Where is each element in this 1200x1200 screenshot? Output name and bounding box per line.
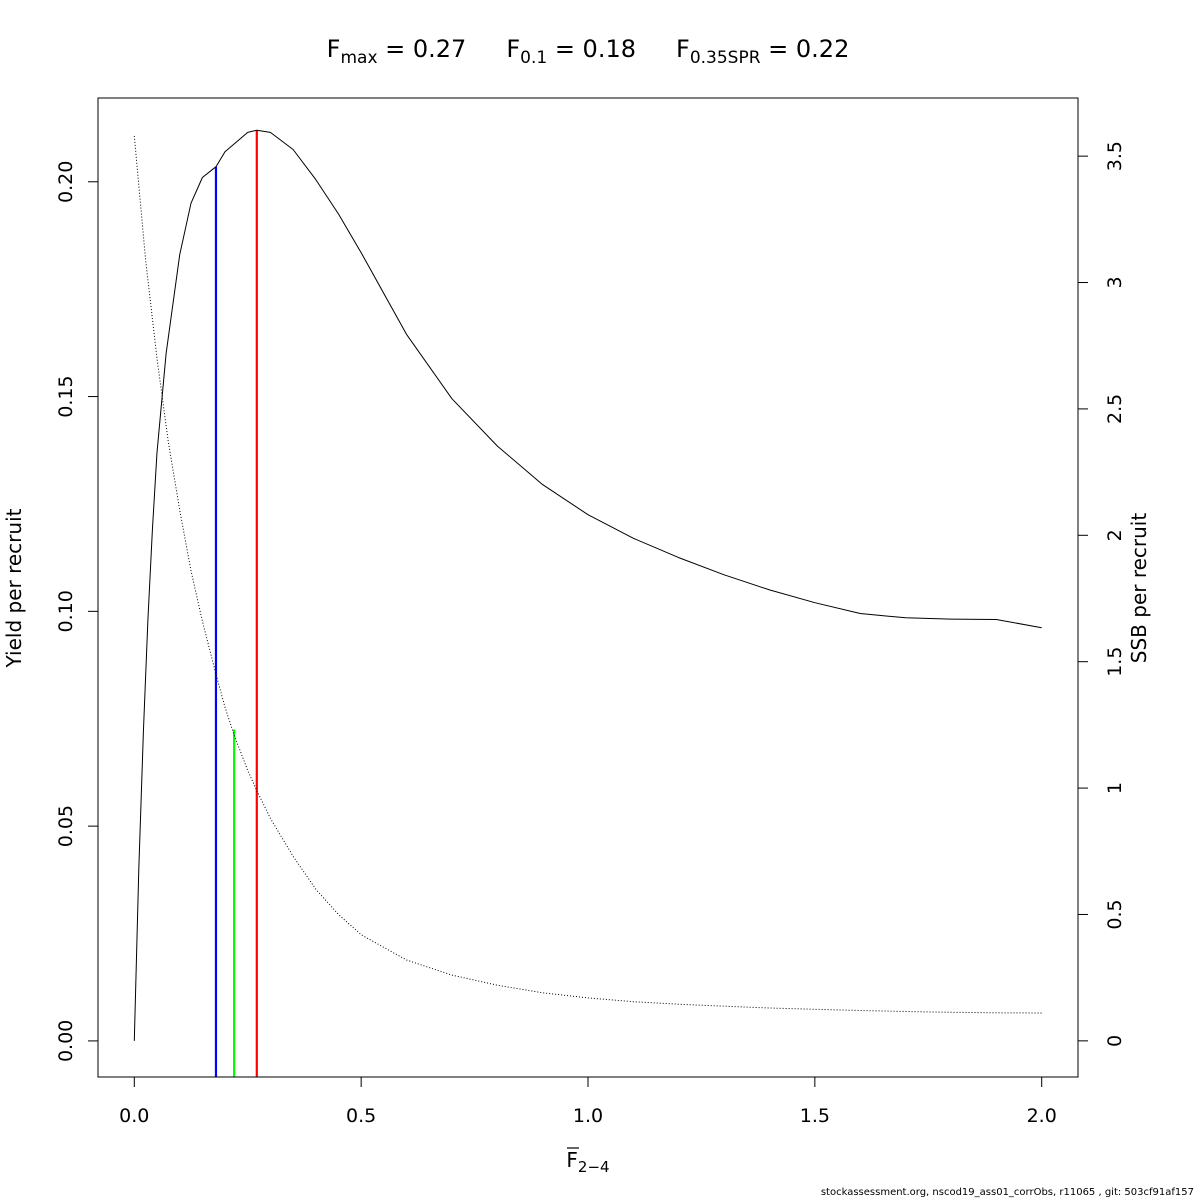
x-axis-label-sub: 2−4 <box>578 1158 610 1176</box>
footer-credit: stockassessment.org, nscod19_ass01_corrO… <box>820 1187 1194 1198</box>
plot-frame <box>97 97 1079 1078</box>
title-fmax-value: = 0.27 <box>378 35 467 63</box>
title-fspr-sub: 0.35SPR <box>690 48 761 68</box>
y2-tick-label-2: 1 <box>1104 782 1126 794</box>
yield-per-recruit-line <box>133 129 1042 1041</box>
y-axis-right: 0 0.5 1 1.5 2 2.5 3 3.5 <box>1078 141 1126 1047</box>
title-f01-value: = 0.18 <box>547 35 636 63</box>
y-tick-label-3: 0.15 <box>55 375 77 417</box>
y-tick-label-1: 0.05 <box>55 805 77 847</box>
x-tick-label-4: 2.0 <box>1027 1105 1057 1127</box>
chart-title: Fmax = 0.27 F0.1 = 0.18 F0.35SPR = 0.22 <box>327 35 850 68</box>
y2-tick-label-4: 2 <box>1104 529 1126 541</box>
x-tick-label-3: 1.5 <box>800 1105 830 1127</box>
y-tick-label-2: 0.10 <box>55 590 77 632</box>
y2-tick-label-5: 2.5 <box>1104 394 1126 424</box>
reference-lines <box>214 130 258 1077</box>
x-tick-label-0: 0.0 <box>119 1105 149 1127</box>
title-fmax-main: F <box>327 35 341 63</box>
ssb-per-recruit-line <box>133 135 1042 1014</box>
y2-tick-label-7: 3.5 <box>1104 141 1126 171</box>
y2-axis-label: SSB per recruit <box>1127 513 1151 664</box>
title-fspr-value: = 0.22 <box>761 35 850 63</box>
x-tick-label-1: 0.5 <box>346 1105 376 1127</box>
y2-tick-label-0: 0 <box>1104 1035 1126 1047</box>
title-fspr-main: F <box>676 35 690 63</box>
y-tick-label-0: 0.00 <box>55 1020 77 1062</box>
y2-tick-label-1: 0.5 <box>1104 899 1126 929</box>
x-axis-label-main: F <box>566 1148 578 1172</box>
title-f01-sub: 0.1 <box>520 48 547 68</box>
y2-tick-label-3: 1.5 <box>1104 647 1126 677</box>
series-lines <box>133 129 1042 1041</box>
x-axis-label: F2−4 <box>566 1148 609 1176</box>
x-axis: 0.0 0.5 1.0 1.5 2.0 <box>119 1076 1057 1127</box>
y2-tick-label-6: 3 <box>1104 276 1126 288</box>
y-axis-left: 0.00 0.05 0.10 0.15 0.20 <box>55 161 98 1062</box>
x-tick-label-2: 1.0 <box>573 1105 603 1127</box>
y-axis-label: Yield per recruit <box>2 508 26 668</box>
title-f01-main: F <box>506 35 520 63</box>
y-tick-label-4: 0.20 <box>55 161 77 203</box>
title-fmax-sub: max <box>340 48 377 68</box>
